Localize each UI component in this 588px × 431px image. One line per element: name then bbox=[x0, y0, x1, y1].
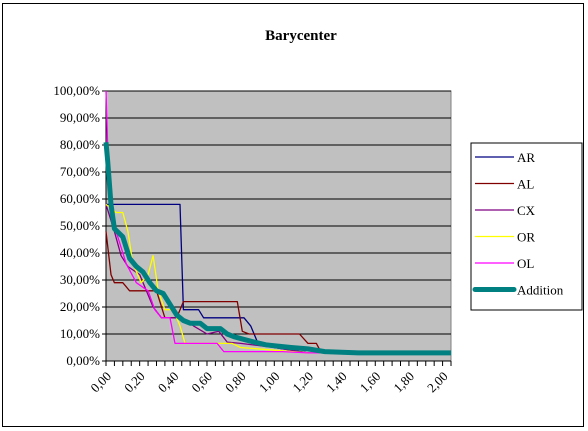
x-tick-label: 2,00 bbox=[424, 369, 451, 396]
y-tick-label: 100,00% bbox=[53, 83, 100, 98]
y-tick-label: 70,00% bbox=[60, 164, 100, 179]
x-tick-label: 0,00 bbox=[87, 369, 114, 396]
legend-label-or: OR bbox=[517, 230, 535, 245]
y-tick-label: 90,00% bbox=[60, 110, 100, 125]
series-line-ol bbox=[105, 90, 451, 354]
y-tick-label: 80,00% bbox=[60, 137, 100, 152]
y-tick-label: 30,00% bbox=[60, 272, 100, 287]
y-tick-label: 10,00% bbox=[60, 326, 100, 341]
legend-label-addition: Addition bbox=[517, 283, 564, 298]
y-tick-label: 40,00% bbox=[60, 245, 100, 260]
legend-label-al: AL bbox=[517, 177, 534, 192]
y-tick-label: 20,00% bbox=[60, 299, 100, 314]
axes bbox=[102, 90, 452, 366]
y-tick-label: 60,00% bbox=[60, 191, 100, 206]
x-tick-label: 1,80 bbox=[390, 369, 417, 396]
y-tick-label: 0,00% bbox=[66, 353, 100, 368]
legend-label-ar: AR bbox=[517, 150, 535, 165]
grid-lines bbox=[106, 90, 451, 335]
x-tick-label: 1,60 bbox=[357, 369, 384, 396]
series-line-addition bbox=[103, 142, 451, 356]
series-line-or bbox=[105, 203, 451, 354]
y-tick-labels: 0,00% 10,00% 20,00% 30,00% 40,00% 50,00% 60,00… bbox=[53, 83, 100, 368]
x-tick-label: 1,00 bbox=[256, 369, 283, 396]
legend: AR AL CX OR OL Addition bbox=[470, 142, 583, 311]
x-tick-label: 0,80 bbox=[222, 369, 249, 396]
legend-label-ol: OL bbox=[517, 256, 534, 271]
x-tick-labels: 0,00 0,20 0,40 0,60 0,80 1,00 1,20 1,40 1,60 1,80… bbox=[87, 369, 450, 396]
x-tick-label: 1,20 bbox=[289, 369, 316, 396]
x-tick-label: 0,20 bbox=[121, 369, 148, 396]
chart-title: Barycenter bbox=[265, 28, 337, 44]
x-tick-label: 0,60 bbox=[188, 369, 215, 396]
series-lines bbox=[103, 90, 451, 356]
series-line-al bbox=[105, 231, 451, 354]
x-tick-label: 0,40 bbox=[155, 369, 182, 396]
y-tick-label: 50,00% bbox=[60, 218, 100, 233]
legend-box bbox=[470, 142, 583, 311]
legend-label-cx: CX bbox=[517, 203, 536, 218]
x-tick-label: 1,40 bbox=[323, 369, 350, 396]
